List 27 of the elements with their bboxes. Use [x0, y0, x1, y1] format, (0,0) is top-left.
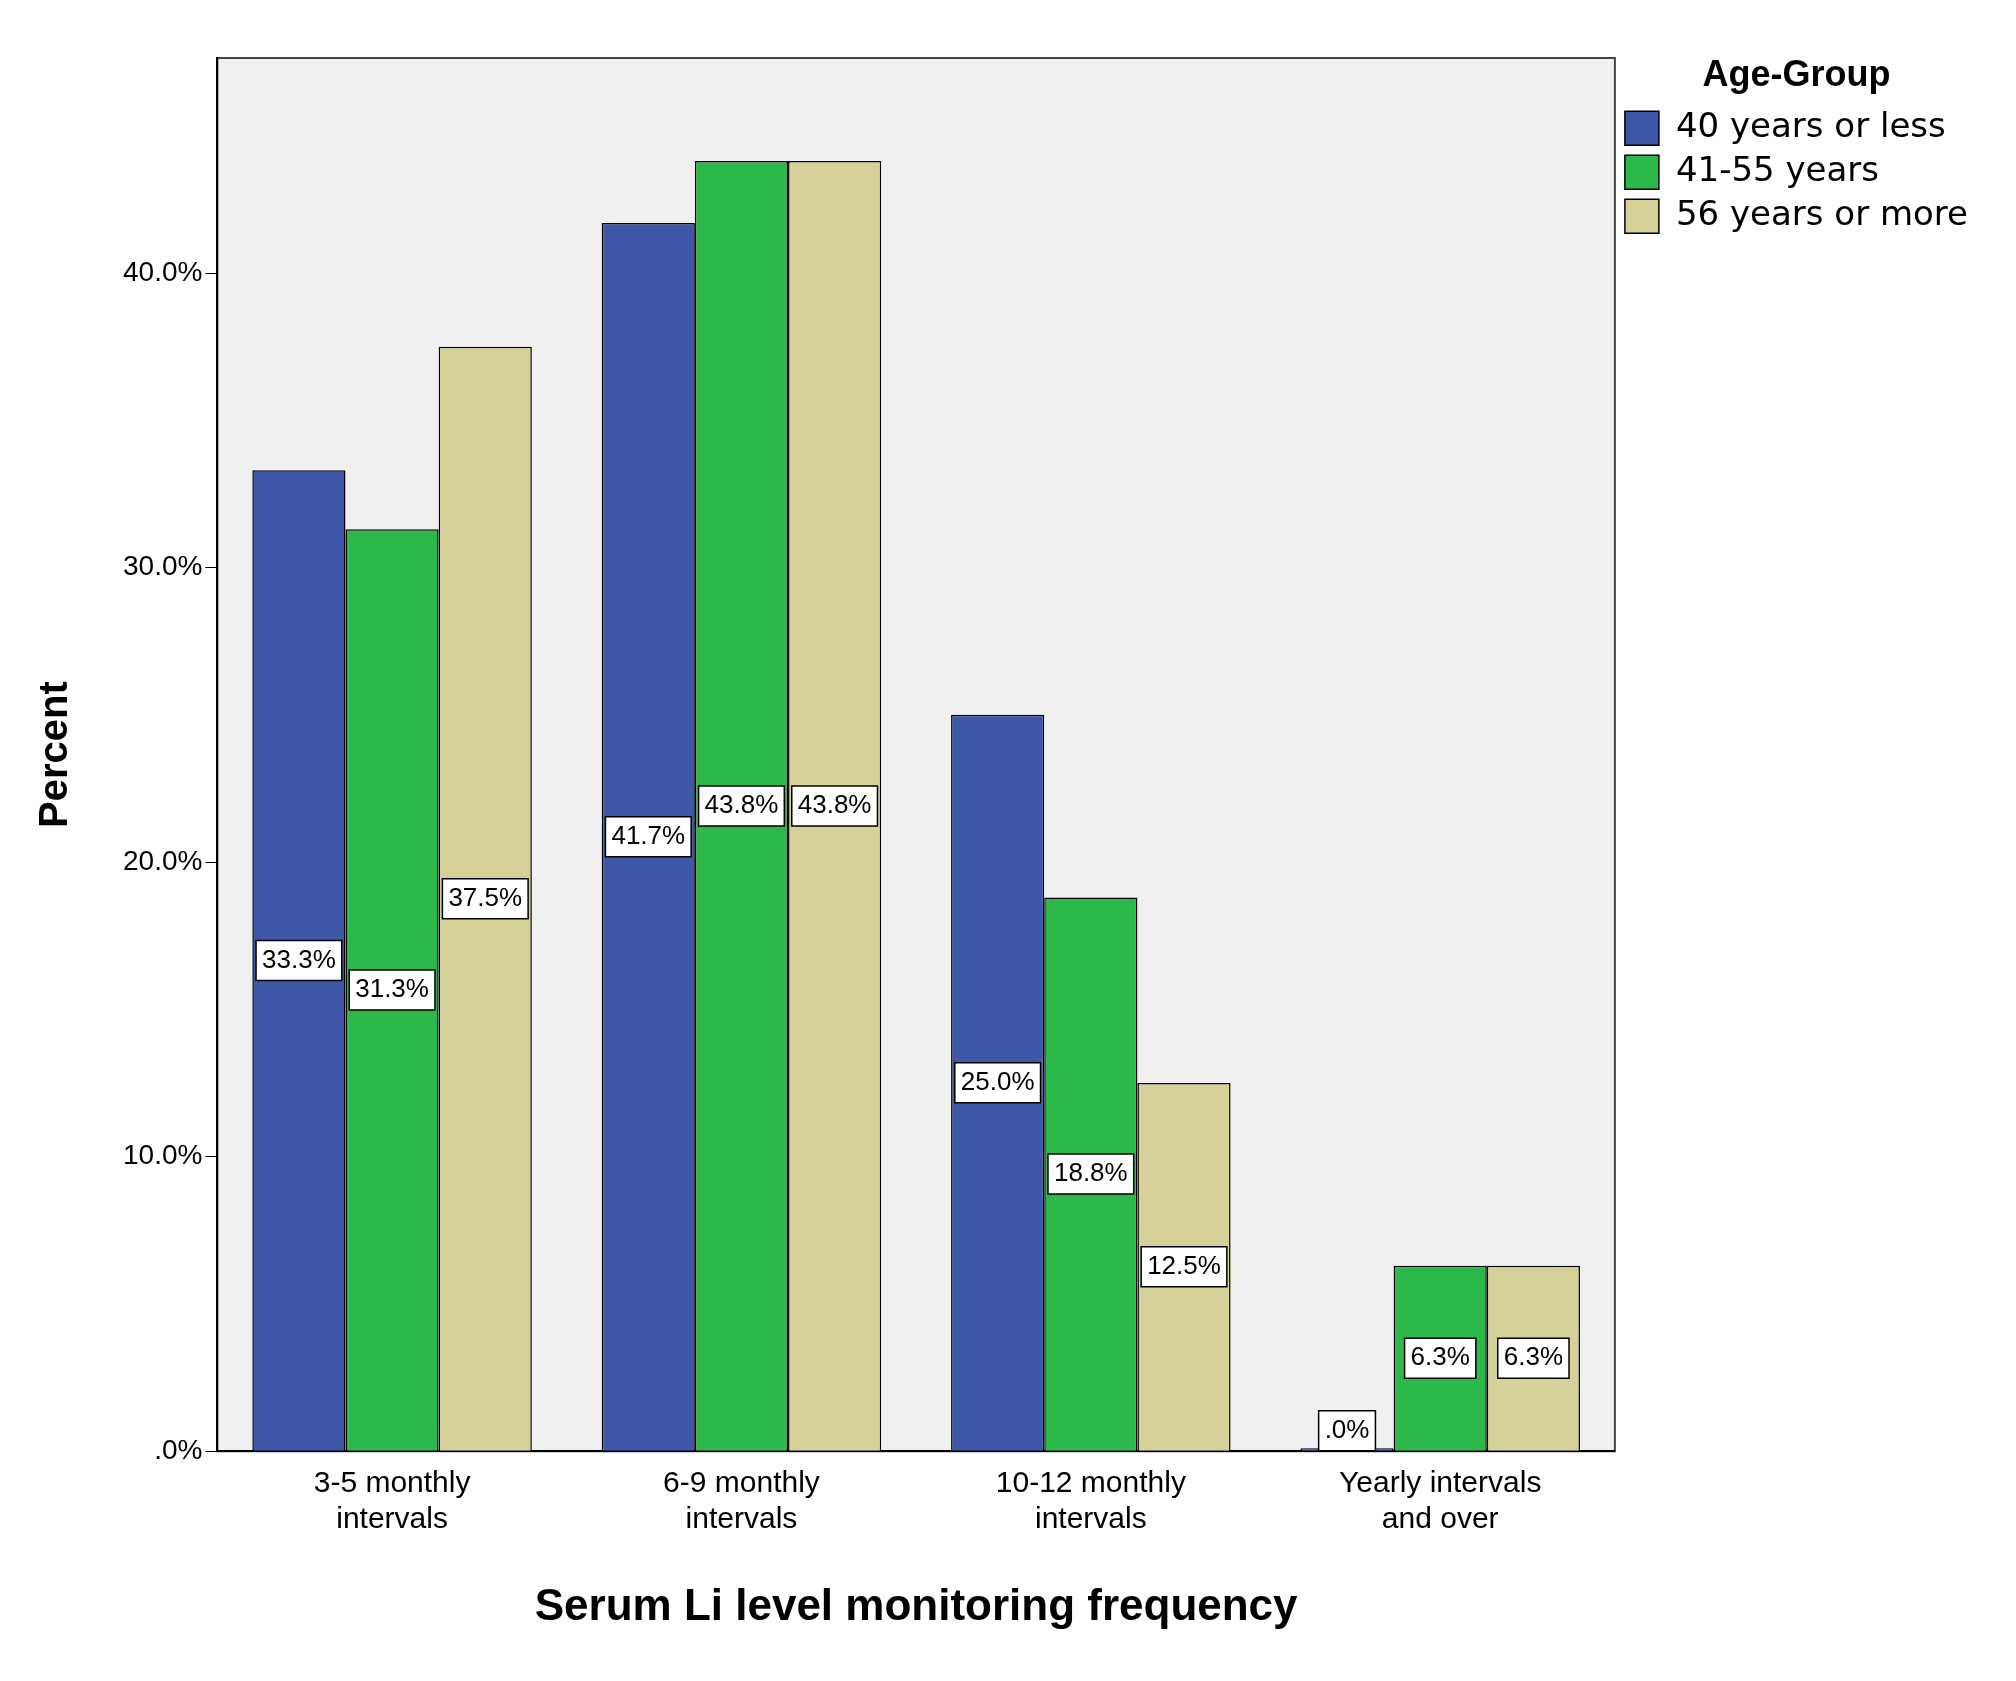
data-label: 25.0% — [960, 1065, 1035, 1096]
legend-label: 41-55 years — [1675, 149, 1880, 190]
data-label: 41.7% — [611, 819, 686, 850]
data-label: .0% — [1324, 1413, 1370, 1444]
data-label: 43.8% — [797, 789, 872, 820]
x-tick-label: 6-9 monthly intervals — [663, 1465, 820, 1535]
legend-label: 56 years or more — [1675, 193, 1968, 234]
x-axis-title: Serum Li level monitoring frequency — [534, 1579, 1299, 1629]
data-label: 6.3% — [1503, 1341, 1564, 1372]
legend-label: 40 years or less — [1675, 105, 1946, 146]
y-tick-label: .0% — [154, 1433, 203, 1465]
data-label: 18.8% — [1053, 1157, 1128, 1188]
data-label: 37.5% — [448, 881, 523, 912]
data-label: 33.3% — [262, 943, 336, 974]
data-label: 31.3% — [355, 973, 429, 1004]
x-tick-label: 3-5 monthly intervals — [313, 1465, 471, 1535]
x-tick-label: 10-12 monthly intervals — [995, 1465, 1186, 1535]
y-tick-label: 10.0% — [122, 1139, 203, 1171]
data-label: 6.3% — [1410, 1341, 1470, 1372]
data-label: 12.5% — [1147, 1250, 1221, 1281]
x-tick-label: Yearly intervals and over — [1339, 1465, 1542, 1535]
y-tick-label: 40.0% — [122, 255, 203, 287]
data-label: 43.8% — [704, 789, 779, 820]
y-axis-title: Percent — [31, 681, 76, 828]
y-tick-label: 20.0% — [122, 844, 203, 876]
legend-title: Age-Group — [1702, 52, 1891, 94]
y-tick-label: 30.0% — [122, 550, 203, 582]
